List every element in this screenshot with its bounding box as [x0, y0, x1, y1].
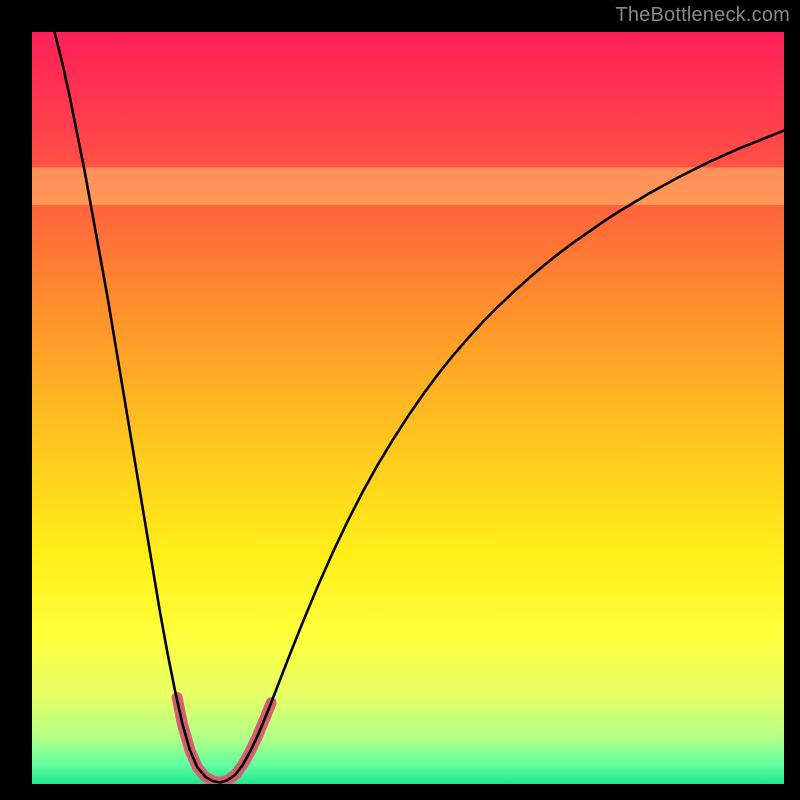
highlight-band: [32, 167, 784, 205]
chart-svg: [32, 32, 784, 784]
watermark-text: TheBottleneck.com: [615, 4, 790, 27]
gradient-background: [32, 32, 784, 784]
plot-area: [32, 32, 784, 784]
